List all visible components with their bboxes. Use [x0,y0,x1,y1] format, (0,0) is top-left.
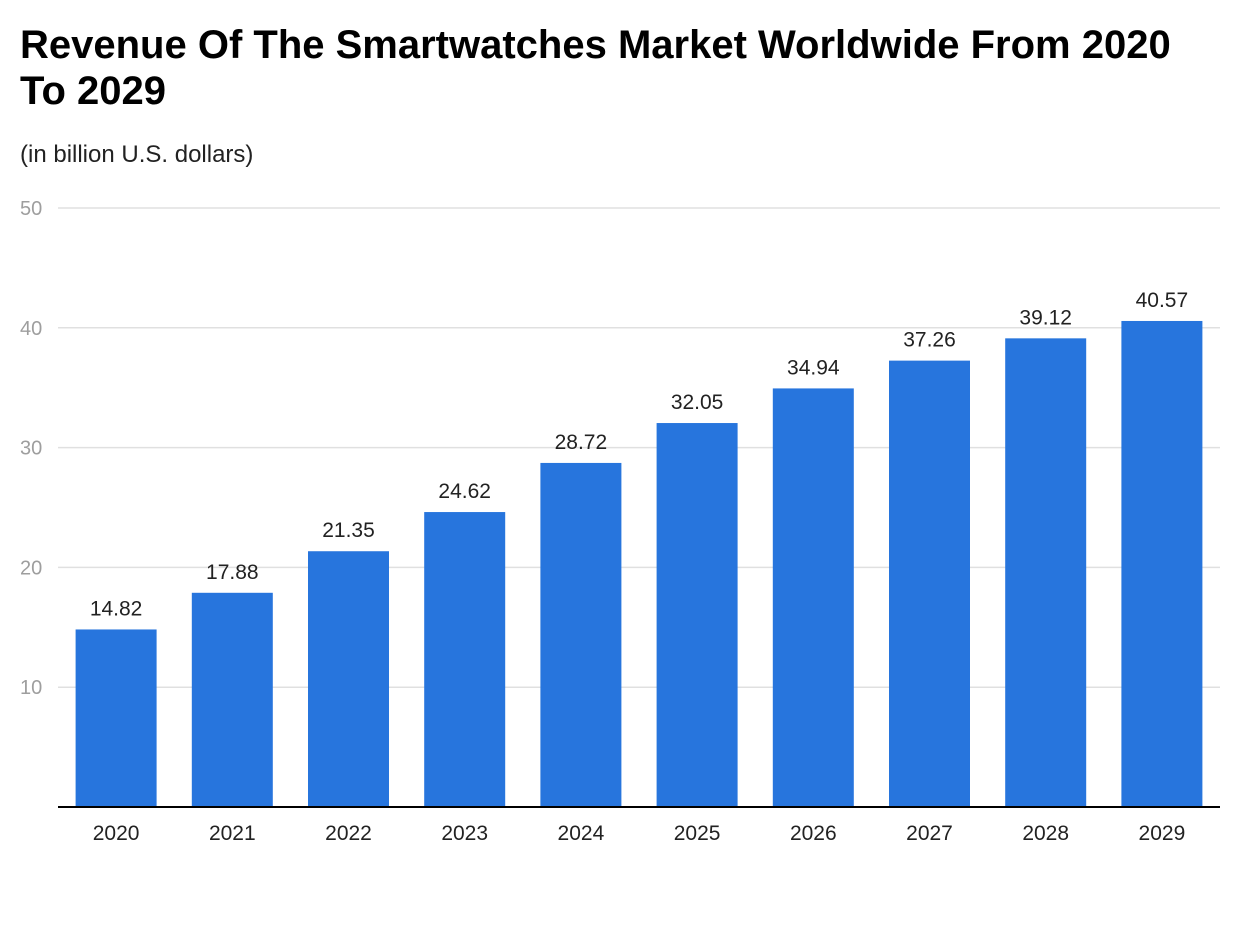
chart-title: Revenue Of The Smartwatches Market World… [20,23,1171,113]
bar-value-label: 14.82 [90,597,143,620]
bar [191,592,273,807]
bar [772,388,854,807]
x-tick-label: 2023 [441,822,488,845]
y-tick-label: 40 [20,318,42,340]
bar-value-label: 39.12 [1019,306,1072,329]
bar-value-label: 21.35 [322,519,375,542]
bar [308,551,389,807]
x-tick-label: 2025 [674,822,721,845]
bar [540,462,622,807]
bars [75,320,1203,807]
x-tick-label: 2024 [558,822,605,845]
x-axis-ticks: 2020 2021 2022 2023 2024 2025 2026 2027 2028 2029 [93,822,1186,845]
bar-value-label: 32.05 [671,391,724,414]
bar [1121,320,1203,807]
bar-value-label: 17.88 [206,561,259,584]
y-axis-ticks: 10 20 30 40 50 [20,198,42,699]
bar-value-label: 34.94 [787,356,840,379]
bar [75,629,157,807]
bar [424,512,506,807]
bar-value-label: 24.62 [438,480,491,503]
y-tick-label: 20 [20,557,42,579]
x-tick-label: 2026 [790,822,837,845]
x-tick-label: 2028 [1022,822,1069,845]
bar [889,360,970,807]
bar-value-label: 40.57 [1136,289,1189,312]
x-tick-label: 2029 [1139,822,1186,845]
y-tick-label: 10 [20,677,42,699]
x-tick-label: 2021 [209,822,256,845]
y-tick-label: 30 [20,438,42,460]
x-tick-label: 2020 [93,822,140,845]
chart-subtitle: (in billion U.S. dollars) [20,141,254,168]
x-tick-label: 2027 [906,822,953,845]
bar-value-label: 28.72 [555,431,608,454]
y-tick-label: 50 [20,198,42,220]
bar-value-labels: 14.82 17.88 21.35 24.62 28.72 32.05 34.94 37.26… [90,289,1188,620]
bar [656,423,738,807]
bar-value-label: 37.26 [903,329,956,352]
x-tick-label: 2022 [325,822,372,845]
bar [1005,338,1087,807]
